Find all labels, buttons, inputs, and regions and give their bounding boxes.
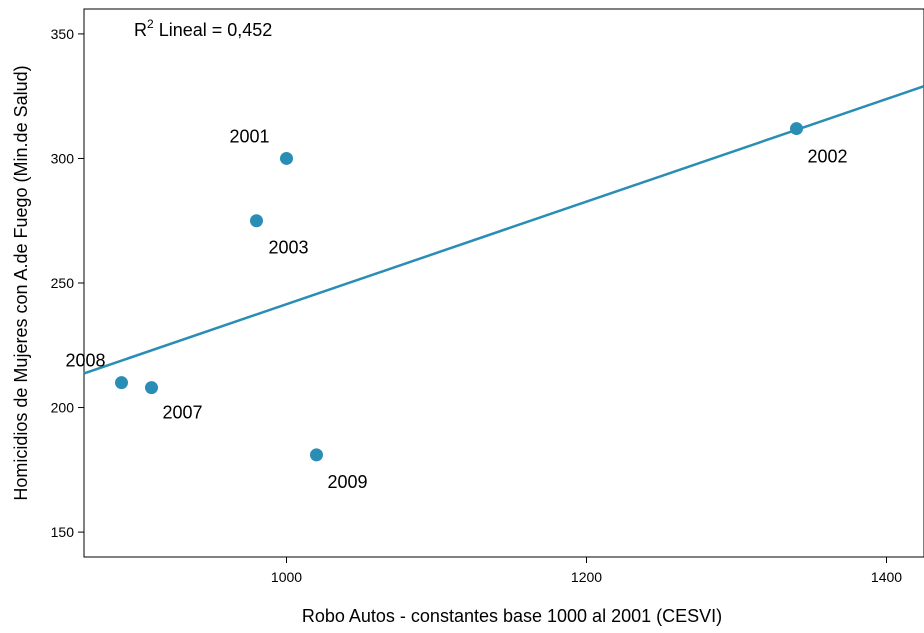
r-squared-annotation: R2 Lineal = 0,452 [134,17,272,40]
r-squared-value: Lineal = 0,452 [154,20,273,40]
data-point [310,448,323,462]
data-point-label: 2002 [808,147,848,167]
data-point-label: 2009 [328,472,368,492]
x-tick-label: 1400 [871,569,902,585]
y-tick-label: 150 [51,524,75,540]
x-tick-label: 1200 [571,569,602,585]
data-point-label: 2008 [66,351,106,371]
points-layer: 2001 2002 2003 2007 2008 2009 [66,122,848,492]
data-point [145,381,158,395]
data-point-label: 2007 [163,403,203,423]
plot-area [83,8,924,558]
y-tick-label: 250 [51,275,75,291]
y-axis-title: Homicidios de Mujeres con A.de Fuego (Mi… [11,65,31,500]
data-point-label: 2003 [269,238,309,258]
x-axis-title: Robo Autos - constantes base 1000 al 200… [302,606,722,626]
data-point [280,151,293,165]
fit-line [83,85,924,375]
data-point [250,214,263,228]
data-point [790,122,803,136]
fit-line-layer [83,85,924,375]
x-axis: 1000 1200 1400 [271,557,902,585]
r-symbol: R [134,20,147,40]
y-tick-label: 350 [51,26,75,42]
r-superscript: 2 [147,17,154,31]
x-tick-label: 1000 [271,569,302,585]
data-point [115,376,128,390]
y-tick-label: 200 [51,400,75,416]
y-axis: 150 200 250 300 350 [51,26,84,540]
data-point-label: 2001 [230,126,270,146]
y-tick-label: 300 [51,150,75,166]
